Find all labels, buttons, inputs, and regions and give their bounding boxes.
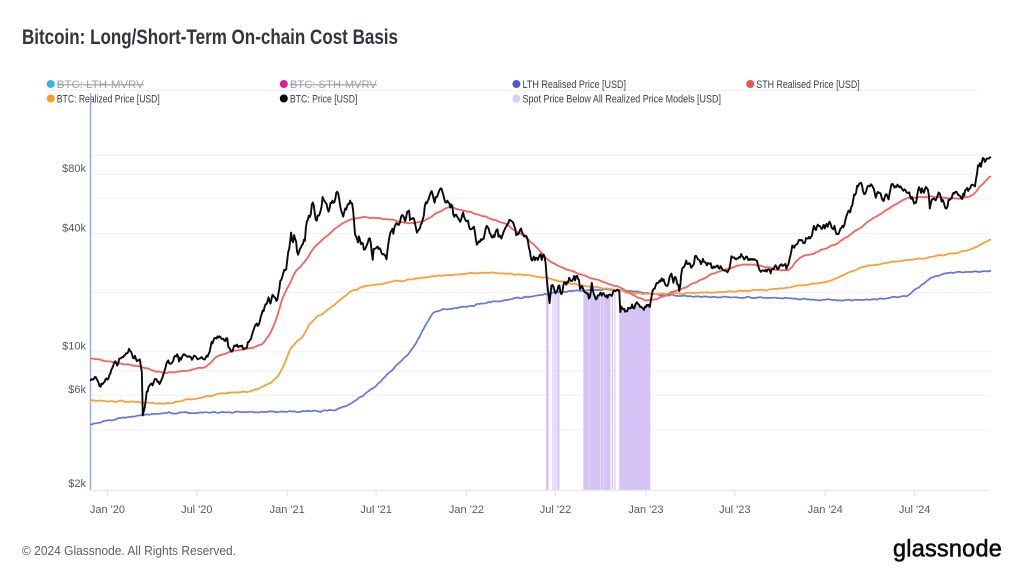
svg-text:Jul '23: Jul '23: [719, 504, 750, 516]
svg-text:Jan '22: Jan '22: [449, 504, 484, 516]
svg-text:Jul '22: Jul '22: [540, 504, 571, 516]
svg-text:Jul '24: Jul '24: [899, 504, 930, 516]
svg-text:Jan '20: Jan '20: [90, 504, 125, 516]
svg-text:BTC: LTH-MVRV: BTC: LTH-MVRV: [57, 79, 145, 91]
svg-text:$2k: $2k: [68, 478, 86, 490]
svg-text:Jan '21: Jan '21: [270, 504, 305, 516]
svg-text:Jan '23: Jan '23: [628, 504, 663, 516]
svg-text:LTH Realised Price [USD]: LTH Realised Price [USD]: [523, 79, 627, 91]
svg-text:Jan '24: Jan '24: [808, 504, 843, 516]
svg-text:$10k: $10k: [62, 341, 86, 353]
svg-text:BTC: STH-MVRV: BTC: STH-MVRV: [290, 79, 378, 91]
svg-text:BTC: Price [USD]: BTC: Price [USD]: [290, 93, 358, 105]
svg-text:glassnode: glassnode: [893, 536, 1002, 563]
svg-text:Jul '21: Jul '21: [360, 504, 391, 516]
svg-text:$40k: $40k: [62, 222, 86, 234]
svg-text:$80k: $80k: [62, 163, 86, 175]
svg-text:$6k: $6k: [68, 384, 86, 396]
svg-text:Bitcoin: Long/Short-Term On-ch: Bitcoin: Long/Short-Term On-chain Cost B…: [22, 26, 398, 49]
svg-text:© 2024 Glassnode. All Rights R: © 2024 Glassnode. All Rights Reserved.: [22, 543, 236, 558]
svg-text:STH Realised Price [USD]: STH Realised Price [USD]: [756, 79, 859, 91]
svg-text:Jul '20: Jul '20: [181, 504, 212, 516]
svg-text:BTC: Realized Price [USD]: BTC: Realized Price [USD]: [57, 93, 160, 105]
svg-text:Spot Price Below All Realized: Spot Price Below All Realized Price Mode…: [523, 93, 722, 105]
